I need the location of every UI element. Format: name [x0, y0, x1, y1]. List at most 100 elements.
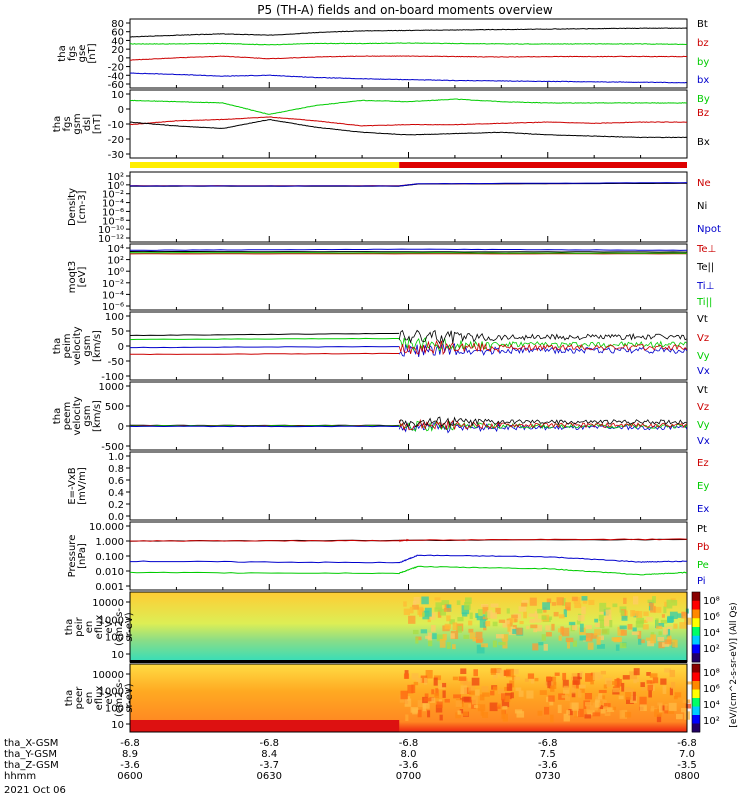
spectrogram-cell — [461, 685, 467, 694]
series-line-Vx — [130, 347, 399, 348]
spectrogram-cell — [586, 705, 593, 712]
spectrogram-cell — [623, 675, 630, 679]
legend-label: By — [697, 94, 710, 105]
y-tick-label: 0.010 — [95, 567, 124, 578]
spectrogram-cell — [563, 686, 568, 690]
spectrogram-cell — [434, 607, 442, 611]
spectrogram-cell — [428, 640, 432, 646]
spectrogram-cell — [593, 672, 601, 680]
spectrogram-cell — [442, 690, 445, 697]
ephemeris-value: -3.6 — [538, 760, 558, 771]
spectrogram-cell — [595, 701, 599, 708]
spectrogram-cell — [621, 610, 625, 615]
spectrogram-cell — [499, 620, 505, 623]
spectrogram-cell — [625, 712, 631, 718]
spectrogram-cell — [597, 637, 601, 645]
spectrogram-cell — [656, 626, 663, 629]
spectrogram-cell — [660, 678, 666, 684]
spectrogram-cell — [519, 691, 524, 697]
spectrogram-cell — [514, 677, 520, 680]
spectrogram-cell — [431, 625, 436, 632]
spectrogram-cell — [532, 643, 538, 650]
y-tick-label: -10 — [108, 120, 124, 131]
series-line-by — [130, 43, 687, 45]
spectrogram-cell — [670, 612, 678, 619]
series-line-Vy — [130, 338, 399, 339]
spectrogram-cell — [521, 603, 527, 607]
ephemeris-value: -6.8 — [120, 738, 140, 749]
legend-label: Pb — [697, 542, 709, 553]
ephemeris-value: -3.5 — [677, 760, 697, 771]
spectrogram-cell — [427, 710, 430, 717]
spectrogram-cell — [620, 625, 627, 629]
legend-label: Vx — [697, 436, 710, 447]
spectrogram-cell — [616, 645, 620, 651]
spectrogram-cell — [487, 610, 492, 618]
spectrogram-cell — [599, 603, 606, 612]
ephemeris-value: -6.8 — [259, 738, 279, 749]
legend-label: Te|| — [696, 262, 714, 273]
y-tick-label: 0 — [118, 105, 124, 116]
spectrogram-cell — [578, 709, 584, 717]
spectrogram-cell — [602, 629, 610, 635]
series-line-Ti|| — [130, 253, 687, 254]
spectrogram-cell — [650, 673, 658, 677]
spectrogram-cell — [674, 696, 678, 699]
y-tick-label: -50 — [108, 357, 124, 368]
spectrogram-cell — [599, 690, 607, 693]
ephemeris-value: -6.8 — [399, 738, 419, 749]
y-axis-label: [nT] — [87, 43, 98, 63]
legend-label: Ti|| — [696, 297, 712, 308]
spectrogram-cell — [478, 609, 483, 615]
spectrogram-cell — [579, 685, 586, 689]
spectrogram-cell — [475, 632, 482, 638]
colorbar-tick-label: 10⁶ — [703, 684, 720, 695]
spectrogram-cell — [470, 632, 475, 639]
ephemeris-value: 0630 — [257, 771, 282, 782]
spectrogram-cell — [544, 644, 548, 651]
spectrogram-cell — [681, 612, 686, 618]
spectrogram-cell — [511, 615, 518, 619]
spectrogram-cell — [463, 681, 471, 685]
legend-label: Vz — [697, 402, 709, 413]
series-line-Vz — [130, 353, 399, 354]
legend-label: Vt — [697, 385, 708, 396]
spectrogram-cell — [407, 685, 413, 694]
y-tick-label: 1.0 — [108, 452, 124, 463]
spectrogram-cell — [672, 640, 678, 648]
legend-label: Ti⊥ — [696, 281, 714, 292]
spectrogram-cell — [442, 683, 446, 687]
spectrogram-cell — [582, 596, 588, 601]
y-axis-label: [nT] — [92, 114, 103, 134]
ephemeris-row-label: tha_Y-GSM — [4, 749, 57, 760]
spectrogram-cell — [625, 692, 631, 700]
spectrogram-cell — [542, 634, 546, 641]
spectrogram-cell — [573, 677, 580, 685]
y-tick-label: 0.6 — [108, 476, 124, 487]
y-axis-label: [km/s] — [92, 330, 103, 362]
legend-label: Bt — [697, 19, 708, 30]
y-tick-label: 10⁰ — [107, 267, 124, 278]
spectrogram-cell — [612, 637, 619, 641]
spectrogram-cell — [585, 693, 592, 699]
spectrogram-cell — [572, 625, 577, 630]
colorbar-swatch — [692, 681, 700, 690]
spectrogram-cell — [485, 621, 490, 626]
spectrogram-cell — [418, 710, 422, 717]
y-tick-label: -20 — [108, 135, 124, 146]
spectrogram-cell — [573, 640, 577, 646]
spectrogram-cell — [574, 604, 581, 608]
spectrogram-cell — [578, 615, 585, 621]
spectrogram-cell — [410, 607, 414, 614]
spectrogram-cell — [551, 624, 554, 631]
y-tick-label: 100 — [105, 312, 124, 323]
spectrogram-cell — [412, 673, 419, 680]
spectrogram-cell — [622, 616, 628, 621]
spectrogram-cell — [453, 622, 458, 630]
spectrogram-cell — [405, 699, 412, 707]
spectrogram-cell — [493, 640, 497, 647]
series-line-Te|| — [130, 251, 687, 252]
y-tick-label: 10⁻² — [102, 279, 124, 290]
spectrogram-cell — [663, 686, 667, 694]
